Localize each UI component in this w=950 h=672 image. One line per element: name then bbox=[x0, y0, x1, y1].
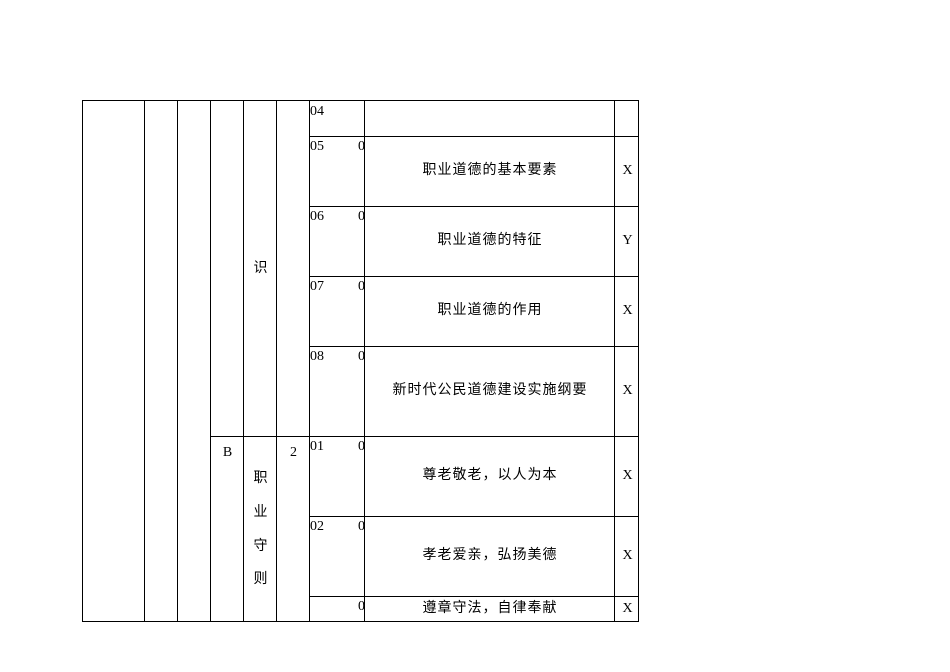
col-3-empty bbox=[178, 101, 211, 621]
content-cell: 职业道德的特征 bbox=[365, 206, 615, 276]
code-bot: 02 bbox=[310, 516, 365, 596]
syllabus-table: 识 B 职 业 守 则 2 04 0 05 职业道德的基本要素 X 0 06 职… bbox=[82, 100, 639, 622]
divider-col6 bbox=[277, 436, 310, 437]
col-2-empty bbox=[145, 101, 178, 621]
code-bot: 06 bbox=[310, 206, 365, 276]
section-title-vertical: 职 业 守 则 bbox=[244, 436, 277, 623]
upper-category-label: 识 bbox=[244, 101, 277, 436]
code-bot: 07 bbox=[310, 276, 365, 346]
section-letter: B bbox=[211, 442, 244, 464]
content-cell: 新时代公民道德建设实施纲要 bbox=[365, 346, 615, 436]
mark-cell: Y bbox=[615, 206, 640, 276]
code-bot: 01 bbox=[310, 436, 365, 516]
mark-cell: X bbox=[615, 346, 640, 436]
content-cell: 尊老敬老，以人为本 bbox=[365, 436, 615, 516]
section-title-char: 职 bbox=[254, 462, 268, 496]
section-title-char: 业 bbox=[254, 496, 268, 530]
mark-cell: X bbox=[615, 436, 640, 516]
divider-col4 bbox=[211, 436, 244, 437]
content-cell: 遵章守法，自律奉献 bbox=[365, 596, 615, 623]
code-bot: 08 bbox=[310, 346, 365, 436]
mark-cell: X bbox=[615, 516, 640, 596]
col-4 bbox=[211, 101, 244, 621]
mark-cell: X bbox=[615, 136, 640, 206]
section-title-char: 守 bbox=[254, 530, 268, 564]
mark-cell: X bbox=[615, 596, 640, 623]
col-6 bbox=[277, 101, 310, 621]
code-top: 0 bbox=[310, 596, 365, 623]
code-bot: 05 bbox=[310, 136, 365, 206]
section-title-char: 则 bbox=[254, 563, 268, 597]
content-cell: 职业道德的作用 bbox=[365, 276, 615, 346]
col-1-empty bbox=[83, 101, 145, 621]
section-number: 2 bbox=[277, 442, 310, 464]
upper-category-text: 识 bbox=[254, 252, 268, 286]
content-cell: 职业道德的基本要素 bbox=[365, 136, 615, 206]
content-cell: 孝老爱亲，弘扬美德 bbox=[365, 516, 615, 596]
mark-cell: X bbox=[615, 276, 640, 346]
code-cell: 04 bbox=[310, 101, 365, 136]
